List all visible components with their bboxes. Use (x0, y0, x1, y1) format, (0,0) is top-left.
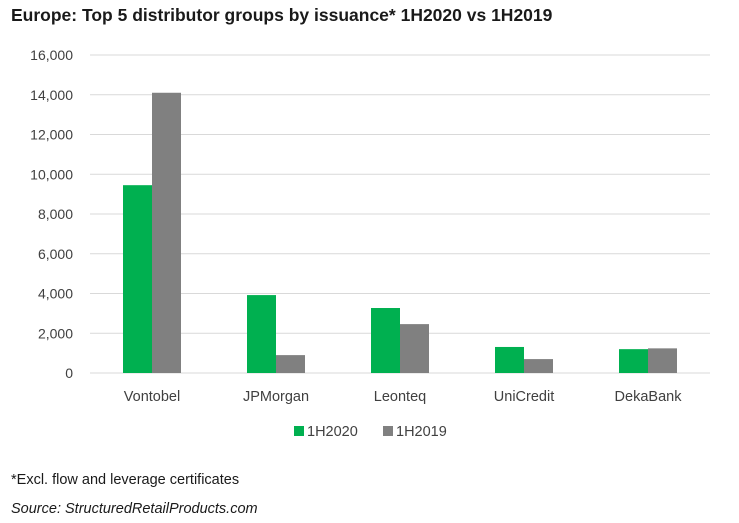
y-tick-label: 2,000 (38, 325, 73, 341)
bar-1h2019-jpmorgan (276, 355, 305, 373)
y-tick-label: 14,000 (30, 87, 73, 103)
x-category-label: DekaBank (615, 389, 683, 405)
bar-1h2019-unicredit (524, 359, 553, 373)
y-tick-label: 12,000 (30, 127, 73, 143)
y-tick-label: 16,000 (30, 47, 73, 63)
bar-1h2019-vontobel (152, 92, 181, 373)
y-tick-label: 6,000 (38, 246, 73, 262)
footnote: *Excl. flow and leverage certificates (11, 472, 240, 488)
bar-1h2020-dekabank (619, 349, 648, 373)
bar-1h2020-leonteq (371, 308, 400, 373)
y-tick-label: 8,000 (38, 206, 73, 222)
x-category-label: JPMorgan (243, 389, 309, 405)
bar-1h2020-unicredit (495, 346, 524, 373)
legend-swatch-1h2019 (383, 426, 393, 436)
legend-swatch-1h2020 (294, 426, 304, 436)
bar-chart: 0 2,000 4,000 6,000 8,000 10,000 12,000 14,000 1… (30, 47, 710, 440)
bar-1h2019-leonteq (400, 324, 429, 373)
y-tick-label: 0 (65, 365, 73, 381)
x-axis-categories: Vontobel JPMorgan Leonteq UniCredit DekaBank (124, 389, 682, 405)
bar-1h2019-dekabank (648, 348, 677, 373)
x-category-label: UniCredit (494, 389, 554, 405)
x-category-label: Leonteq (374, 389, 426, 405)
bar-1h2020-jpmorgan (247, 295, 276, 373)
y-tick-label: 4,000 (38, 286, 73, 302)
x-category-label: Vontobel (124, 389, 180, 405)
bars (123, 92, 677, 373)
bar-1h2020-vontobel (123, 185, 152, 373)
source-note: Source: StructuredRetailProducts.com (11, 501, 258, 517)
y-tick-label: 10,000 (30, 166, 73, 182)
legend-label-1h2019: 1H2019 (396, 424, 447, 440)
legend-label-1h2020: 1H2020 (307, 424, 358, 440)
y-axis-ticks: 0 2,000 4,000 6,000 8,000 10,000 12,000 14,000 1… (30, 47, 73, 381)
legend: 1H2020 1H2019 (294, 424, 447, 440)
chart-title: Europe: Top 5 distributor groups by issu… (11, 5, 553, 25)
